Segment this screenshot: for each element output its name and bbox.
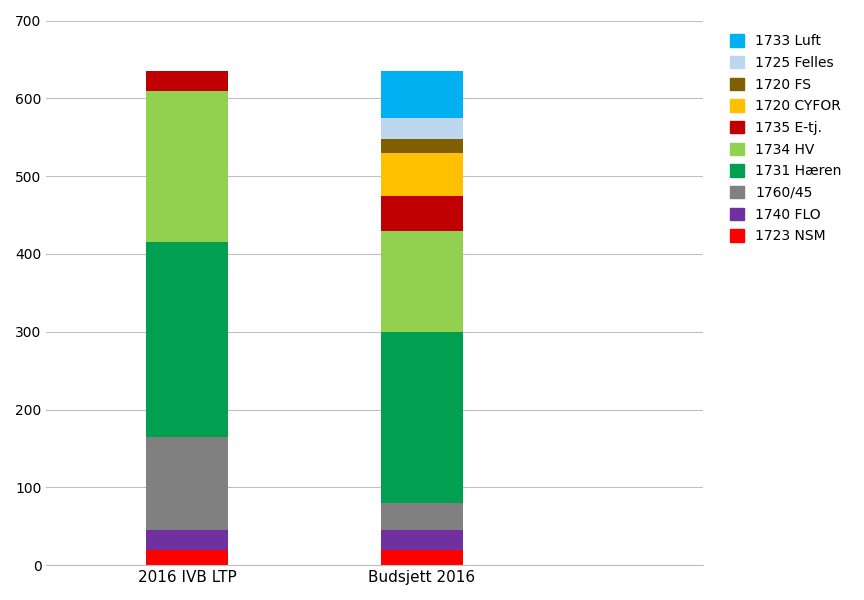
Bar: [146, 550, 228, 565]
Bar: [381, 550, 463, 565]
Bar: [381, 118, 463, 139]
Bar: [146, 437, 228, 530]
Bar: [146, 530, 228, 550]
Legend: 1733 Luft, 1725 Felles, 1720 FS, 1720 CYFOR, 1735 E-tj., 1734 HV, 1731 Hæren, 17: 1733 Luft, 1725 Felles, 1720 FS, 1720 CY…: [723, 28, 848, 250]
Bar: [381, 230, 463, 332]
Bar: [381, 332, 463, 503]
Bar: [146, 242, 228, 437]
Bar: [381, 139, 463, 153]
Bar: [146, 91, 228, 242]
Bar: [381, 71, 463, 118]
Bar: [381, 530, 463, 550]
Bar: [146, 71, 228, 91]
Bar: [381, 153, 463, 196]
Bar: [381, 503, 463, 530]
Bar: [381, 196, 463, 230]
